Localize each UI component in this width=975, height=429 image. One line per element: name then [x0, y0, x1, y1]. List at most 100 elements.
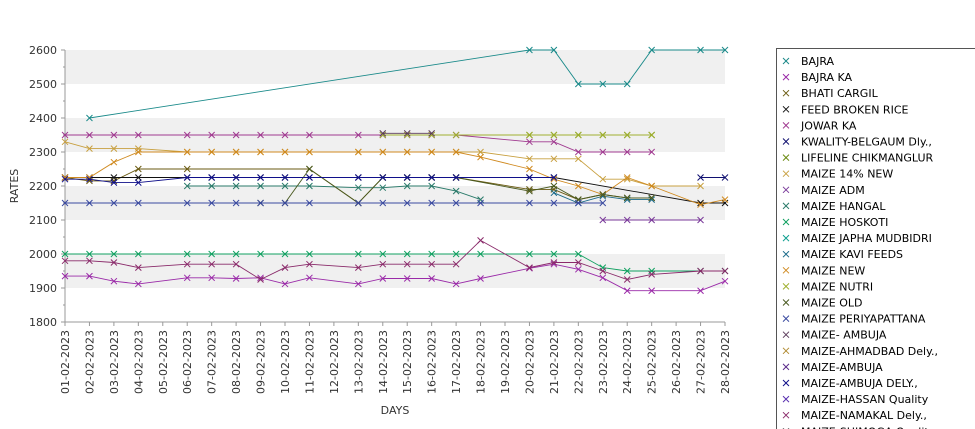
data-point: [208, 174, 216, 181]
legend-item: MAIZE JAPHA MUDBIDRI: [782, 232, 932, 245]
legend-label: MAIZE NEW: [801, 264, 865, 277]
data-point: [110, 277, 118, 285]
data-point: [550, 131, 558, 139]
x-tick-label: 10-02-2023: [279, 330, 292, 394]
data-point: [452, 260, 460, 268]
data-point: [208, 182, 216, 190]
data-point: [232, 131, 240, 139]
data-point: [648, 148, 656, 156]
data-point: [403, 129, 411, 137]
legend-item: MAIZE ADM: [782, 184, 865, 197]
data-point: [208, 131, 216, 139]
data-point: [648, 131, 656, 139]
data-point: [452, 187, 460, 195]
data-point: [599, 80, 607, 88]
y-tick-label: 2300: [29, 146, 57, 159]
legend-marker: [782, 379, 790, 387]
data-point: [208, 199, 216, 207]
data-point: [61, 257, 69, 265]
data-point: [599, 274, 607, 282]
legend-item: MAIZE-NAMAKAL Dely.,: [782, 409, 927, 422]
data-point: [134, 250, 142, 258]
legend-item: MAIZE OLD: [782, 297, 863, 310]
data-point: [648, 194, 656, 202]
y-tick-label: 1800: [29, 316, 57, 329]
x-tick-label: 13-02-2023: [352, 330, 365, 394]
data-point: [183, 274, 191, 282]
data-point: [526, 155, 533, 163]
data-point: [257, 250, 264, 258]
legend-marker: [782, 299, 790, 306]
data-point: [61, 199, 69, 207]
series-13: [61, 148, 729, 209]
data-point: [623, 267, 631, 275]
legend-label: MAIZE- AMBUJA: [801, 329, 887, 342]
x-tick-label: 22-02-2023: [572, 330, 585, 394]
legend-label: MAIZE-HASSAN Quality: [801, 393, 929, 406]
series-16: [61, 199, 607, 207]
data-point: [183, 199, 191, 207]
data-point: [574, 199, 582, 207]
data-point: [648, 271, 656, 278]
data-point: [86, 257, 93, 265]
data-point: [648, 216, 656, 224]
x-tick-label: 09-02-2023: [255, 330, 268, 394]
data-point: [183, 174, 191, 181]
data-point: [599, 199, 607, 207]
data-point: [403, 182, 411, 190]
legend-marker: [782, 283, 790, 290]
data-point: [428, 275, 436, 282]
data-point: [623, 148, 631, 156]
data-point: [526, 131, 533, 139]
legend-item: MAIZE- AMBUJA: [782, 329, 887, 342]
data-point: [428, 129, 436, 137]
x-tick-label: 02-02-2023: [83, 330, 96, 394]
data-point: [574, 131, 582, 139]
legend-marker: [782, 331, 790, 339]
data-point: [354, 199, 362, 207]
data-point: [281, 131, 289, 139]
legend-item: BHATI CARGIL: [782, 87, 879, 100]
legend-item: MAIZE HOSKOTI: [782, 216, 888, 229]
data-point: [697, 46, 704, 54]
data-point: [526, 138, 533, 146]
data-point: [526, 46, 533, 54]
data-point: [452, 199, 460, 207]
series-9: [183, 182, 484, 203]
data-point: [281, 174, 289, 181]
data-point: [110, 259, 118, 266]
data-point: [477, 237, 484, 244]
data-point: [697, 216, 704, 224]
legend-label: JOWAR KA: [800, 119, 857, 132]
legend-item: MAIZE PERIYAPATTANA: [782, 313, 926, 326]
data-point: [526, 264, 533, 271]
legend-marker: [782, 105, 790, 113]
x-tick-label: 11-02-2023: [303, 330, 316, 394]
series-22: [61, 237, 729, 283]
data-point: [183, 260, 191, 268]
data-point: [574, 182, 582, 190]
data-point: [648, 46, 656, 54]
data-point: [452, 131, 460, 139]
legend-item: JOWAR KA: [782, 119, 857, 132]
data-point: [86, 272, 93, 280]
data-point: [281, 148, 289, 156]
legend-label: FEED BROKEN RICE: [801, 103, 908, 116]
legend-marker: [782, 218, 790, 226]
y-tick-label: 2600: [29, 44, 57, 57]
legend-label: BAJRA: [801, 55, 835, 68]
data-point: [110, 131, 118, 139]
data-point: [697, 287, 704, 295]
legend-label: MAIZE HOSKOTI: [801, 216, 888, 229]
series-layer: [61, 46, 729, 295]
data-point: [550, 199, 558, 207]
data-point: [599, 148, 607, 156]
data-point: [403, 250, 411, 258]
data-point: [403, 148, 411, 156]
data-point: [623, 216, 631, 224]
y-axis: 1800 1900 2000 2100 2200 2300 2400 2500 2600: [29, 44, 66, 329]
legend-marker: [782, 395, 790, 403]
data-point: [428, 148, 436, 156]
x-tick-label: 19-02-2023: [499, 330, 512, 394]
